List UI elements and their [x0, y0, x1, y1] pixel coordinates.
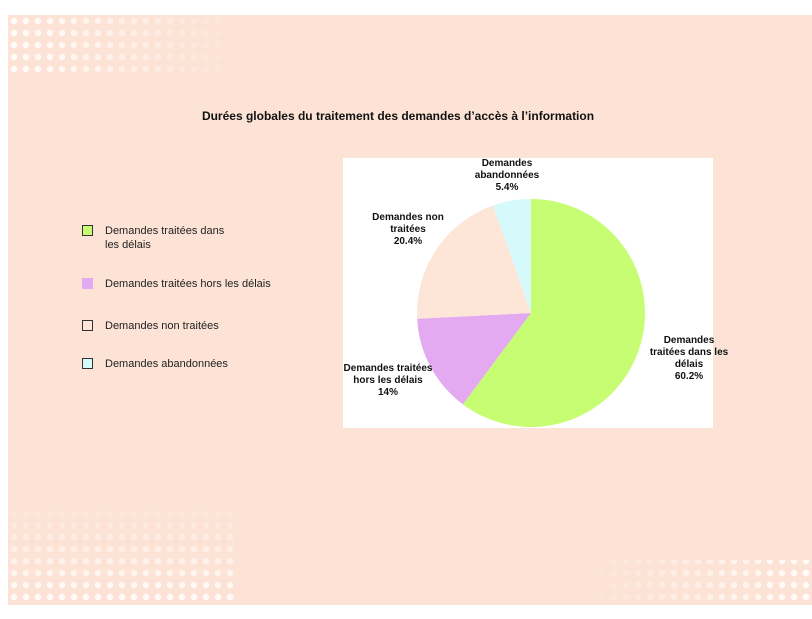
- slide: Durées globales du traitement des demand…: [8, 15, 812, 605]
- decor-dots: [8, 495, 238, 605]
- chart: [8, 15, 812, 605]
- data-label-name: Demandes non traitées: [372, 212, 444, 235]
- pie-slice: [493, 199, 531, 313]
- legend-label: Demandes non traitées: [105, 320, 219, 332]
- legend-swatch: [82, 320, 93, 331]
- data-label-name: Demandes abandonnées: [474, 158, 540, 181]
- data-label-value: 20.4%: [393, 236, 423, 247]
- legend-item: Demandes traitées dans les délais: [82, 224, 240, 252]
- pie-slice: [462, 199, 645, 427]
- data-label-value: 14%: [377, 387, 398, 398]
- data-label: Demandes abandonnées 5.4%: [467, 158, 547, 194]
- legend-swatch: [82, 278, 93, 289]
- data-label-name: Demandes traitées hors les délais: [343, 363, 433, 386]
- legend-item: Demandes traitées hors les délais: [82, 277, 271, 291]
- legend-item: Demandes abandonnées: [82, 357, 228, 371]
- data-label-value: 5.4%: [495, 182, 519, 193]
- decor-dots: [8, 15, 248, 75]
- pie-slice: [417, 205, 531, 319]
- data-label-name: Demandes traitées dans les délais: [649, 335, 729, 370]
- legend-item: Demandes non traitées: [82, 319, 219, 333]
- legend-label: Demandes abandonnées: [105, 358, 228, 370]
- data-label: Demandes traitées dans les délais 60.2%: [648, 335, 730, 383]
- legend-label: Demandes traitées dans les délais: [105, 225, 225, 251]
- data-label-value: 60.2%: [674, 371, 704, 382]
- legend-label: Demandes traitées hors les délais: [105, 278, 271, 290]
- data-label: Demandes non traitées 20.4%: [368, 212, 448, 248]
- chart-title: Durées globales du traitement des demand…: [201, 109, 595, 123]
- data-label: Demandes traitées hors les délais 14%: [333, 363, 443, 399]
- legend-swatch: [82, 225, 93, 236]
- pie-slice: [417, 313, 531, 405]
- decor-dots: [578, 560, 812, 605]
- legend-swatch: [82, 358, 93, 369]
- pie: [417, 199, 645, 427]
